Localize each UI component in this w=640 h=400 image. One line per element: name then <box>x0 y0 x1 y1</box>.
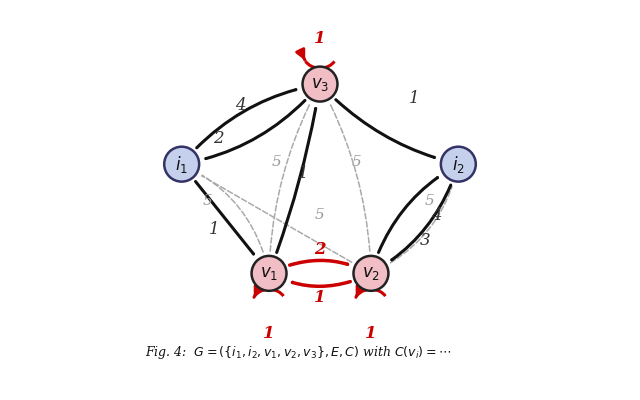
FancyArrowPatch shape <box>270 105 309 251</box>
Text: $v_2$: $v_2$ <box>362 265 380 282</box>
Circle shape <box>303 67 337 102</box>
Text: 2: 2 <box>212 130 223 147</box>
Text: 5: 5 <box>351 155 361 169</box>
Text: $i_2$: $i_2$ <box>452 154 465 175</box>
FancyArrowPatch shape <box>378 178 438 252</box>
Text: 5: 5 <box>424 194 434 208</box>
Circle shape <box>353 256 388 291</box>
Text: 1: 1 <box>298 165 309 182</box>
Text: $i_1$: $i_1$ <box>175 154 188 175</box>
FancyArrowPatch shape <box>392 185 451 260</box>
FancyArrowPatch shape <box>196 182 253 254</box>
Text: 5: 5 <box>315 208 325 222</box>
Text: $v_3$: $v_3$ <box>311 76 329 92</box>
Text: 1: 1 <box>314 30 326 47</box>
Text: 3: 3 <box>420 232 431 249</box>
Text: 1: 1 <box>365 325 377 342</box>
FancyArrowPatch shape <box>202 175 263 252</box>
FancyArrowPatch shape <box>390 187 452 263</box>
FancyArrowPatch shape <box>336 100 435 158</box>
Text: 2: 2 <box>314 241 326 258</box>
FancyArrowPatch shape <box>202 176 352 262</box>
Text: 1: 1 <box>209 221 220 238</box>
Text: 1: 1 <box>263 325 275 342</box>
Text: 5: 5 <box>271 155 281 169</box>
FancyArrowPatch shape <box>290 260 348 265</box>
Text: 1: 1 <box>410 90 420 107</box>
Text: $v_1$: $v_1$ <box>260 265 278 282</box>
FancyArrowPatch shape <box>206 100 305 158</box>
Circle shape <box>441 147 476 182</box>
Circle shape <box>252 256 287 291</box>
Text: Fig. 4:  $G=(\{i_1,i_2,v_1,v_2,v_3\},E,C)$ with $C(v_i)=\cdots$: Fig. 4: $G=(\{i_1,i_2,v_1,v_2,v_3\},E,C)… <box>145 344 451 361</box>
Text: 1: 1 <box>314 288 326 306</box>
Text: 5: 5 <box>202 194 212 208</box>
FancyArrowPatch shape <box>276 108 316 252</box>
Text: 4: 4 <box>431 207 442 224</box>
Text: 4: 4 <box>235 98 245 114</box>
Circle shape <box>164 147 199 182</box>
FancyArrowPatch shape <box>331 105 370 251</box>
FancyArrowPatch shape <box>196 90 296 148</box>
FancyArrowPatch shape <box>292 282 350 286</box>
